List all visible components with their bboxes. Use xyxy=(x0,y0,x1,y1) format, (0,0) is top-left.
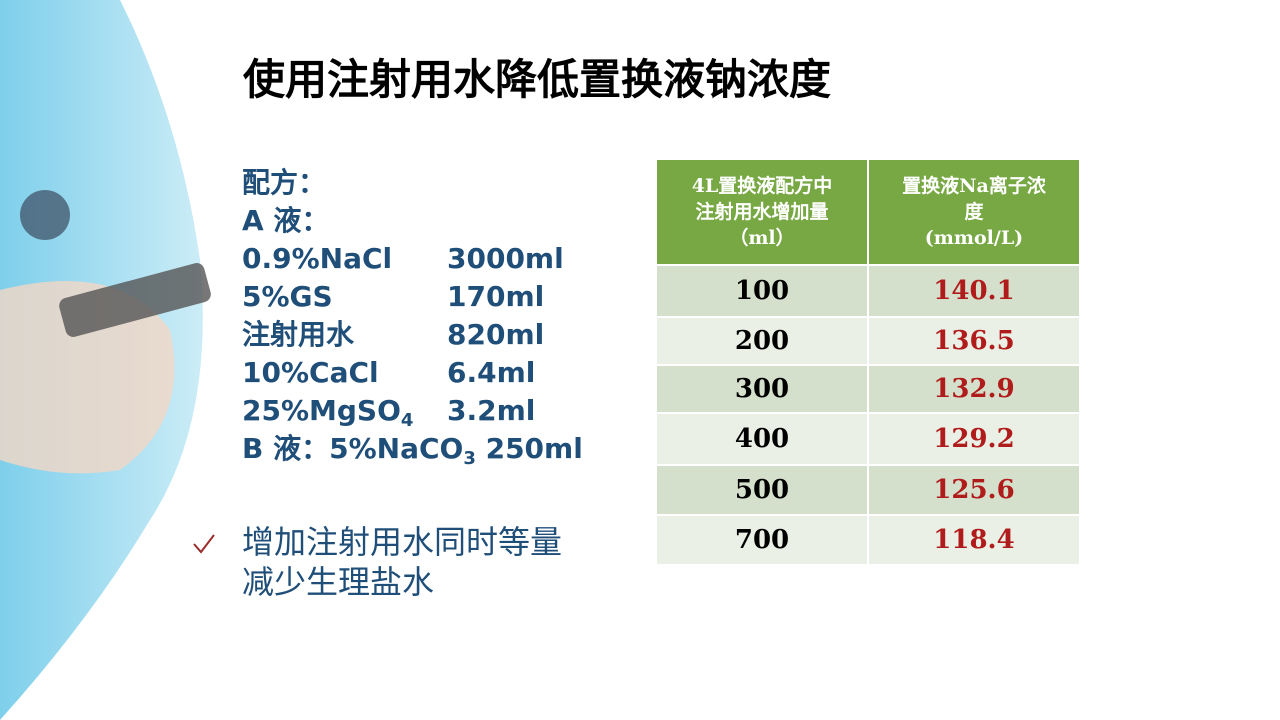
header-cell: 4L置换液配方中 注射用水增加量 （ml） xyxy=(655,158,869,266)
header-cell: 置换液Na离子浓度 (mmol/L) xyxy=(867,158,1081,266)
table-row: 100 140.1 xyxy=(655,264,1081,318)
header-line: 4L置换液配方中 xyxy=(691,175,833,197)
item-name: 25%MgSO xyxy=(242,394,401,427)
part-b-sub: 3 xyxy=(463,448,476,469)
water-cell: 500 xyxy=(655,464,869,516)
recipe-item: 0.9%NaCl 3000ml xyxy=(242,240,583,278)
item-amount: 820ml xyxy=(447,318,545,351)
sodium-cell: 125.6 xyxy=(867,464,1081,516)
bullet: 增加注射用水同时等量 减少生理盐水 xyxy=(242,522,562,602)
sodium-cell: 129.2 xyxy=(867,412,1081,466)
sodium-cell: 140.1 xyxy=(867,264,1081,318)
item-name: 0.9%NaCl xyxy=(242,242,393,275)
item-amount: 3000ml xyxy=(447,242,564,275)
background-figure xyxy=(0,0,211,720)
data-table: 4L置换液配方中 注射用水增加量 （ml） 置换液Na离子浓度 (mmol/L) 100 1… xyxy=(655,158,1081,566)
bullet-line: 增加注射用水同时等量 xyxy=(242,523,563,561)
water-cell: 700 xyxy=(655,514,869,566)
water-cell: 400 xyxy=(655,412,869,466)
water-cell: 200 xyxy=(655,316,869,366)
sodium-cell: 118.4 xyxy=(867,514,1081,566)
header-line: (mmol/L) xyxy=(924,227,1024,249)
part-a-label: A 液： xyxy=(242,204,330,237)
check-icon xyxy=(193,534,215,554)
table-row: 300 132.9 xyxy=(655,364,1081,414)
header-line: 置换液Na离子浓 xyxy=(902,175,1046,197)
water-cell: 100 xyxy=(655,264,869,318)
item-amount: 3.2ml xyxy=(447,394,536,427)
sodium-cell: 132.9 xyxy=(867,364,1081,414)
recipe-item: 5%GS 170ml xyxy=(242,278,583,316)
header-line: 度 xyxy=(964,201,984,223)
title: 使用注射用水降低置换液钠浓度 xyxy=(243,55,832,104)
recipe-item: 10%CaCl 6.4ml xyxy=(242,354,583,392)
recipe-heading: 配方： xyxy=(242,166,327,199)
recipe: 配方： A 液： 0.9%NaCl 3000ml 5%GS 170ml 注射用水 820m… xyxy=(242,164,583,469)
bullet-line: 减少生理盐水 xyxy=(242,563,435,601)
item-amount: 6.4ml xyxy=(447,356,536,389)
part-b-name: 5%NaCO xyxy=(329,432,464,465)
water-cell: 300 xyxy=(655,364,869,414)
header-line: （ml） xyxy=(729,227,795,249)
item-name: 注射用水 xyxy=(242,318,355,351)
table-row: 700 118.4 xyxy=(655,514,1081,566)
item-name: 10%CaCl xyxy=(242,356,379,389)
item-name: 5%GS xyxy=(242,280,333,313)
table-row: 500 125.6 xyxy=(655,464,1081,516)
item-sub: 4 xyxy=(400,410,414,431)
item-amount: 170ml xyxy=(447,280,545,313)
recipe-item: 注射用水 820ml xyxy=(242,316,583,354)
header-line: 注射用水增加量 xyxy=(695,201,829,223)
table-row: 400 129.2 xyxy=(655,412,1081,466)
recipe-item: 25%MgSO4 3.2ml xyxy=(242,392,583,431)
part-b: B 液：5%NaCO3 250ml xyxy=(242,430,583,469)
part-b-amount: 250ml xyxy=(485,432,583,465)
part-b-label: B 液： xyxy=(242,432,330,465)
sodium-cell: 136.5 xyxy=(867,316,1081,366)
table-row: 200 136.5 xyxy=(655,316,1081,366)
